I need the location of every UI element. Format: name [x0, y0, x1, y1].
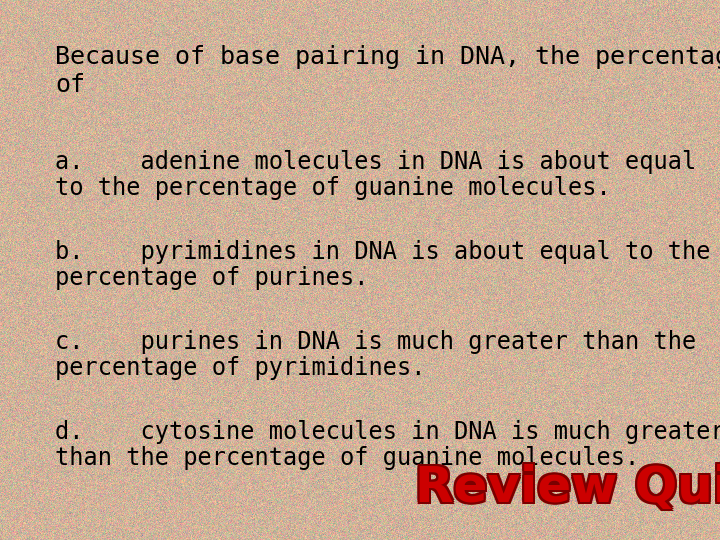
- Text: Review Quiz: Review Quiz: [417, 464, 720, 512]
- Text: percentage of purines.: percentage of purines.: [55, 266, 369, 290]
- Text: Review Quiz: Review Quiz: [413, 462, 720, 510]
- Text: than the percentage of guanine molecules.: than the percentage of guanine molecules…: [55, 446, 639, 470]
- Text: of: of: [55, 73, 85, 97]
- Text: Review Quiz: Review Quiz: [415, 462, 720, 510]
- Text: Review Quiz: Review Quiz: [415, 466, 720, 514]
- Text: Review Quiz: Review Quiz: [413, 466, 720, 514]
- Text: b.    pyrimidines in DNA is about equal to the: b. pyrimidines in DNA is about equal to …: [55, 240, 711, 264]
- Text: Because of base pairing in DNA, the percentage: Because of base pairing in DNA, the perc…: [55, 45, 720, 69]
- Text: c.    purines in DNA is much greater than the: c. purines in DNA is much greater than t…: [55, 330, 696, 354]
- Text: Review Quiz: Review Quiz: [413, 464, 720, 512]
- Text: to the percentage of guanine molecules.: to the percentage of guanine molecules.: [55, 176, 611, 200]
- Text: a.    adenine molecules in DNA is about equal: a. adenine molecules in DNA is about equ…: [55, 150, 696, 174]
- Text: Review Quiz: Review Quiz: [417, 462, 720, 510]
- Text: Review Quiz: Review Quiz: [415, 464, 720, 512]
- Text: percentage of pyrimidines.: percentage of pyrimidines.: [55, 356, 426, 380]
- Text: d.    cytosine molecules in DNA is much greater: d. cytosine molecules in DNA is much gre…: [55, 420, 720, 444]
- Text: Review Quiz: Review Quiz: [417, 466, 720, 514]
